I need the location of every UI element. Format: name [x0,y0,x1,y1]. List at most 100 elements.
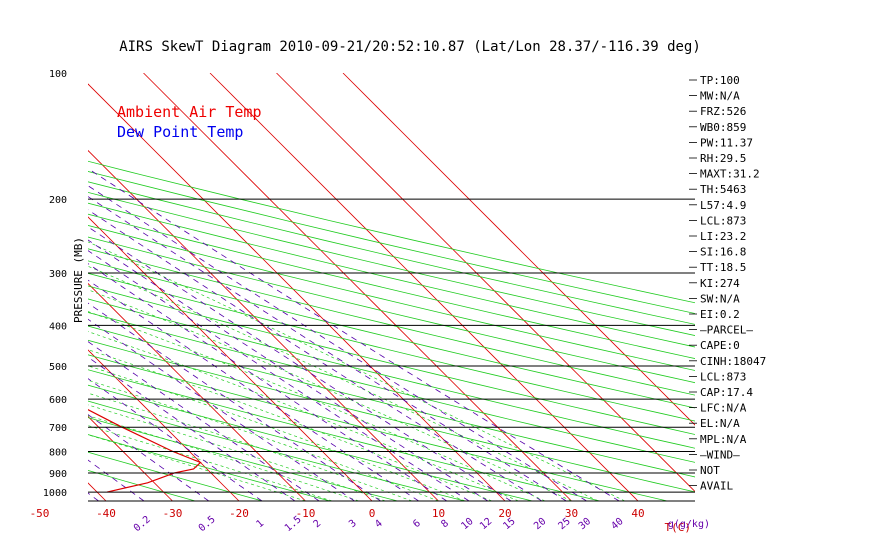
pressure-tick-label: 900 [49,469,67,480]
dry-adiabat [88,417,398,501]
dry-adiabat [88,213,695,359]
legend-ambient-air-temp: Ambient Air Temp [117,103,262,121]
mixing-ratio-label: 10 [459,516,475,532]
index-item: MW:N/A [700,90,740,103]
moist-adiabat [88,392,413,501]
mixing-ratio-label: 20 [532,516,548,532]
dry-adiabat [88,384,533,501]
y-axis-label: PRESSURE (MB) [72,237,85,323]
mixing-ratio-label: 8 [439,518,451,530]
index-item: —PARCEL— [700,324,753,337]
moist-adiabat [88,331,519,501]
bottom-temp-unit: T(C) [665,521,692,534]
bottom-temp-tick-label: -20 [229,507,249,520]
index-item: LCL:873 [700,370,746,383]
dry-adiabat [88,171,695,314]
dry-adiabat [88,400,465,501]
bottom-temp-tick-label: -40 [96,507,116,520]
moist-adiabat [88,265,599,501]
axes [88,198,695,502]
index-item: EI:0.2 [700,308,740,321]
bottom-temp-tick-label: -30 [163,507,183,520]
bottom-temp-tick-label: 20 [498,507,511,520]
index-item: MPL:N/A [700,433,747,446]
mixing-ratio-line [88,356,296,501]
mixing-ratio-label: 3 [347,518,359,530]
dry-adiabat [88,181,695,325]
legend-dew-point-temp: Dew Point Temp [117,123,243,141]
mixing-ratio-label: 0.5 [197,514,218,534]
dry-adiabat [88,202,695,348]
mixing-ratio-unit: g(g/kg) [668,519,710,530]
bottom-temp-tick-label: -10 [296,507,316,520]
isotherm [88,149,439,501]
index-item: NOT [700,464,720,477]
mixing-ratio-label: 6 [411,518,423,530]
index-item: TT:18.5 [700,261,746,274]
isotherm [88,482,107,501]
moist-adiabat [88,425,333,501]
isotherm [342,73,695,426]
axis-labels: 1002003004005006007008009001000-120-110-… [30,69,710,534]
index-item: TH:5463 [700,183,746,196]
index-item: CAP:17.4 [700,386,753,399]
index-item: SW:N/A [700,292,740,305]
index-item: LFC:N/A [700,402,747,415]
bottom-temp-tick-label: 10 [432,507,445,520]
mixing-ratio-label: 30 [577,516,593,532]
dry-adiabat [88,325,695,478]
mixing-ratio-line [88,263,448,501]
index-item: AVAIL [700,480,733,493]
isotherm [0,73,40,501]
dry-adiabat [88,191,695,336]
isotherm [276,73,695,493]
dry-adiabat [88,434,331,501]
index-item: LI:23.2 [700,230,746,243]
moist-adiabat [88,365,466,501]
mixing-ratio-label: 1 [255,518,267,530]
dry-adiabat [88,225,695,371]
index-item: TP:100 [700,74,740,87]
pressure-tick-label: 1000 [43,488,67,499]
dry-adiabat [88,354,668,501]
dry-adiabat [88,339,695,493]
index-item: PW:11.37 [700,136,753,149]
index-item: —WIND— [700,448,740,461]
index-item: CAPE:0 [700,339,740,352]
skewt-profiles [88,409,202,493]
moist-adiabat [88,404,386,501]
index-item: SI:16.8 [700,246,746,259]
dry-adiabat [88,311,695,463]
dry-adiabat [88,160,695,304]
pressure-tick-label: 300 [49,269,67,280]
mixing-ratio-label: 12 [478,516,494,532]
index-item: FRZ:526 [700,105,746,118]
index-item: WB0:859 [700,121,746,134]
index-item: LCL:873 [700,214,746,227]
dry-adiabat [88,236,695,384]
moist-adiabat [88,289,572,501]
bottom-temp-tick-label: -50 [30,507,50,520]
isotherm [143,73,572,501]
pressure-tick-label: 800 [49,448,67,459]
dry-adiabat [88,260,695,409]
legend: Ambient Air Temp Dew Point Temp [117,103,262,141]
bottom-temp-tick-label: 40 [631,507,644,520]
isotherm [209,73,639,501]
moist-adiabat [88,311,546,501]
isotherm [88,216,373,501]
mixing-ratio-label: 0.2 [132,514,153,534]
index-item: CINH:18047 [700,355,766,368]
pressure-tick-label: 500 [49,362,67,373]
mixing-ratio-line [88,185,587,501]
pressure-tick-label: 100 [49,69,67,80]
dry-adiabat [88,272,695,422]
pressure-tick-label: 400 [49,321,67,332]
pressure-tick-label: 600 [49,395,67,406]
dry-adiabat [88,298,695,449]
bottom-temp-tick-label: 0 [369,507,376,520]
moist-adiabat [88,415,359,501]
dry-adiabat [88,285,695,435]
dry-adiabat [88,470,196,501]
